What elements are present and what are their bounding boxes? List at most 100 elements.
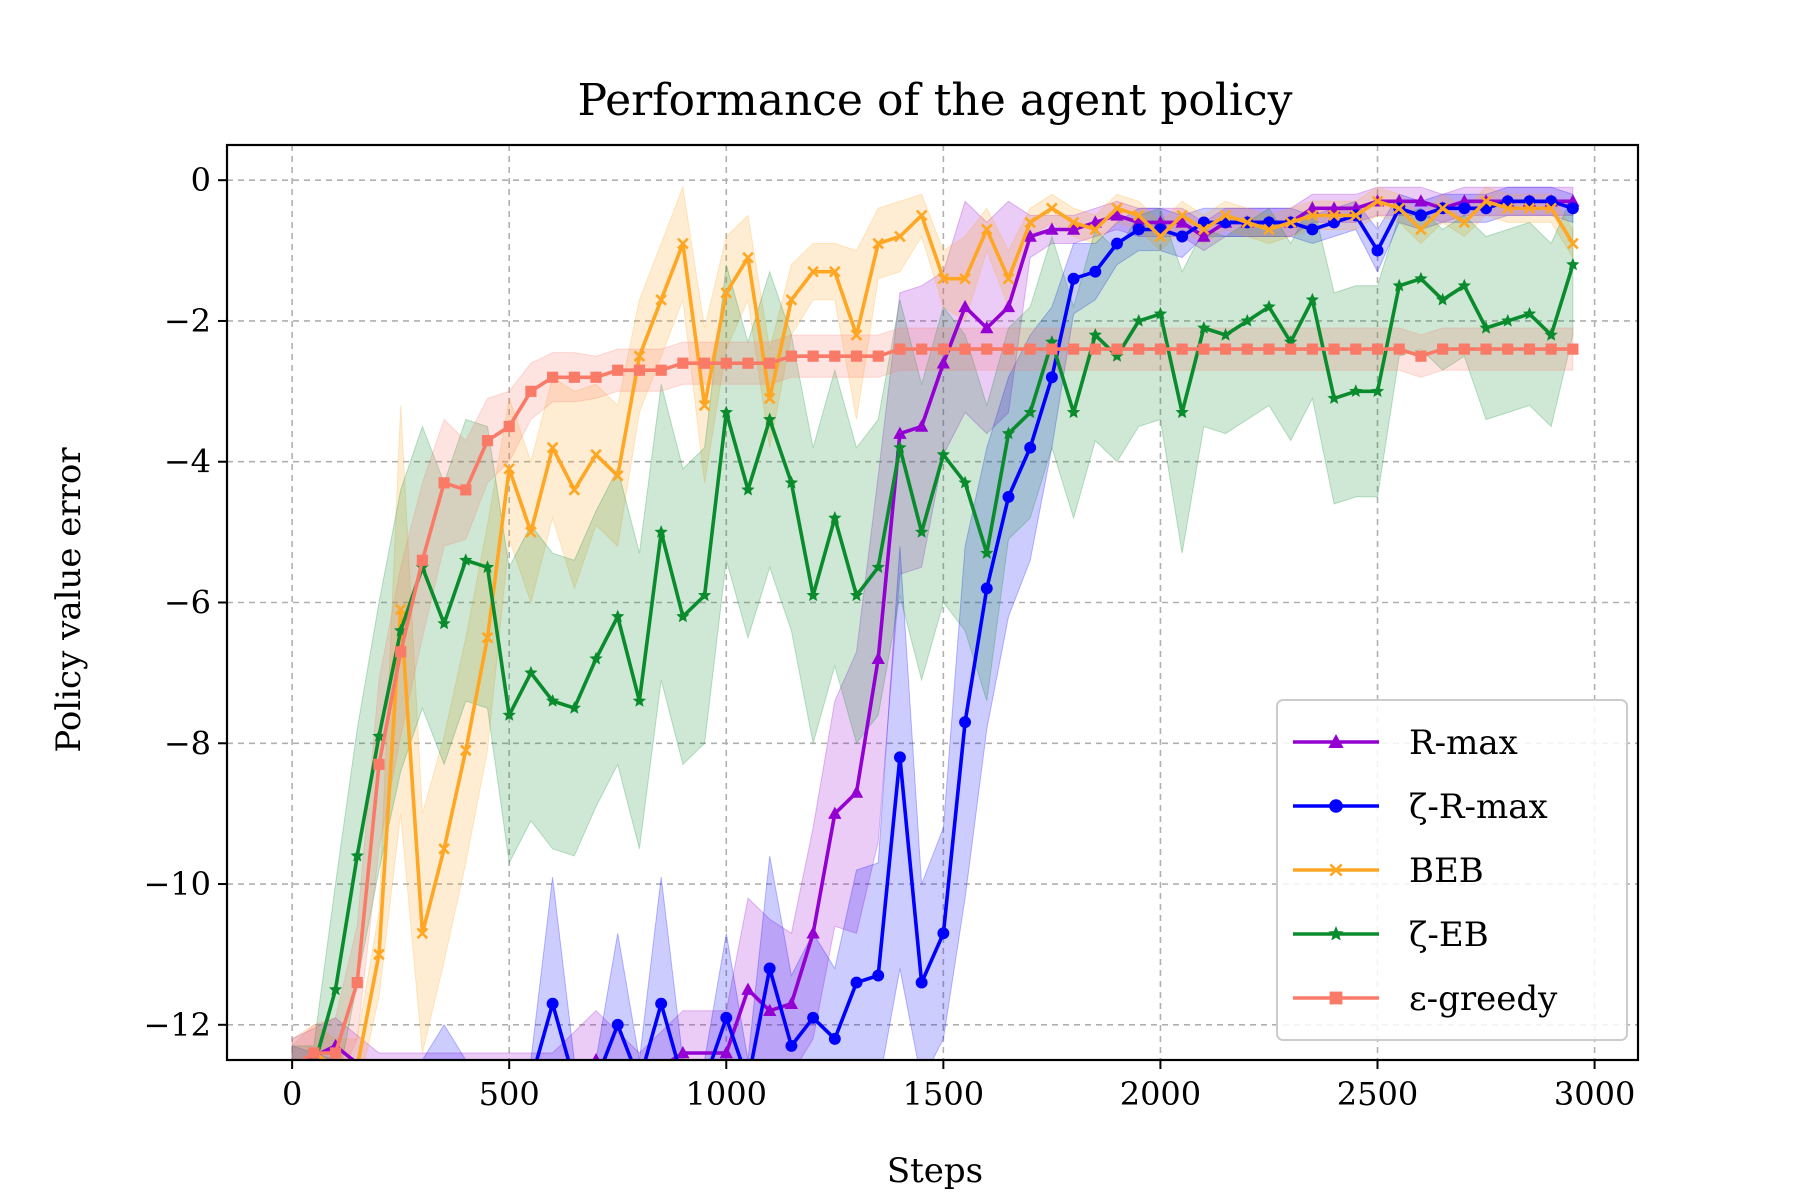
- epsilon-greedy-point: [677, 357, 689, 369]
- epsilon-greedy-point: [1371, 343, 1384, 355]
- epsilon-greedy-point: [1545, 343, 1557, 355]
- zeta-r-max-point: [546, 997, 559, 1010]
- x-axis-label: Steps: [887, 1151, 983, 1191]
- legend-label: ε-greedy: [1409, 979, 1558, 1019]
- zeta-eb-point: [1153, 306, 1168, 320]
- zeta-eb-point: [1197, 321, 1211, 334]
- beb-point: [568, 484, 581, 496]
- beb-point: [1263, 223, 1275, 236]
- r-max-point: [914, 419, 929, 432]
- r-max-point: [1414, 194, 1428, 207]
- zeta-eb-point: [1370, 384, 1385, 397]
- beb-point: [720, 286, 733, 299]
- r-max-point: [719, 1045, 733, 1059]
- beb-point: [1306, 209, 1319, 222]
- epsilon-greedy-point: [568, 371, 580, 383]
- beb-point: [937, 272, 950, 285]
- epsilon-greedy-point: [959, 343, 971, 355]
- r-max-point: [1066, 222, 1081, 235]
- r-max-point: [1110, 208, 1124, 221]
- zeta-eb-point: [1175, 405, 1189, 419]
- zeta-r-max-point: [1176, 230, 1189, 243]
- zeta-eb-point: [632, 694, 647, 707]
- zeta-r-max-point: [1045, 371, 1058, 384]
- y-tick-label: −6: [164, 584, 211, 622]
- legend-marker: [1328, 734, 1344, 748]
- zeta-eb-point: [784, 475, 799, 489]
- r-max-point: [1023, 229, 1037, 242]
- beb-point: [1480, 195, 1492, 208]
- epsilon-greedy-point: [655, 364, 667, 376]
- r-max-point: [806, 926, 820, 939]
- y-tick-label: −4: [164, 443, 211, 481]
- zeta-eb-point: [546, 694, 560, 707]
- legend-entry-zeta-eb: ζ-EB: [1293, 915, 1489, 955]
- zeta-r-max-point: [1566, 202, 1579, 215]
- r-max-point: [1197, 229, 1211, 242]
- beb-point: [677, 237, 689, 250]
- x-tick-label: 3000: [1554, 1075, 1635, 1113]
- epsilon-greedy-point: [329, 1047, 342, 1059]
- zeta-r-max-point: [763, 962, 776, 975]
- epsilon-greedy-point: [1154, 343, 1167, 355]
- legend-entry-beb: BEB: [1293, 851, 1484, 891]
- beb-point: [1241, 216, 1254, 229]
- zeta-eb-point: [849, 588, 864, 602]
- epsilon-greedy-point: [460, 484, 472, 496]
- zeta-eb-point: [958, 475, 972, 489]
- epsilon-greedy-point: [1198, 343, 1210, 355]
- zeta-r-max-point: [1458, 202, 1471, 215]
- epsilon-greedy-point: [395, 646, 407, 658]
- zeta-r-max-point: [937, 927, 950, 940]
- beb-point: [850, 329, 863, 341]
- zeta-eb-point: [1457, 278, 1471, 292]
- epsilon-greedy-point: [698, 357, 711, 369]
- r-max-point: [958, 299, 972, 313]
- beb-point: [633, 350, 646, 362]
- epsilon-greedy-point: [937, 343, 949, 355]
- zeta-eb-point: [1262, 299, 1276, 313]
- epsilon-greedy-point: [1285, 343, 1297, 355]
- zeta-r-max-point: [893, 751, 906, 764]
- epsilon-greedy-point: [590, 371, 602, 383]
- beb-point: [503, 462, 516, 475]
- zeta-eb-point: [936, 447, 950, 461]
- zeta-r-max-point: [1371, 244, 1384, 257]
- x-tick-label: 0: [282, 1075, 302, 1113]
- beb-point: [459, 744, 472, 757]
- beb-point: [525, 526, 537, 538]
- zeta-eb-band: [291, 194, 1574, 1060]
- r-max-point: [592, 1053, 600, 1060]
- r-max-point: [763, 1003, 777, 1016]
- zeta-r-max-point: [807, 1011, 820, 1024]
- beb-point: [416, 927, 429, 940]
- zeta-eb-point: [1088, 328, 1102, 341]
- beb-point: [1349, 209, 1362, 222]
- zeta-r-max-point: [872, 969, 885, 982]
- beb-point: [1154, 230, 1167, 243]
- beb-point: [1132, 209, 1145, 222]
- epsilon-greedy-point: [1219, 343, 1232, 355]
- beb-point: [980, 223, 993, 236]
- epsilon-greedy-point: [1480, 343, 1492, 355]
- beb-point: [1371, 195, 1384, 208]
- legend-box: [1276, 699, 1628, 1041]
- epsilon-greedy-point: [850, 350, 863, 362]
- zeta-r-max-point: [720, 1011, 733, 1024]
- epsilon-greedy-point: [1241, 343, 1253, 355]
- zeta-eb-point: [763, 412, 777, 426]
- r-max-point: [828, 806, 842, 819]
- epsilon-greedy-point: [1458, 343, 1470, 355]
- zeta-r-max-point: [611, 1018, 624, 1031]
- epsilon-greedy-point: [981, 343, 993, 355]
- beb-point: [785, 294, 798, 306]
- zeta-eb-point: [1522, 306, 1537, 320]
- epsilon-greedy-band: [291, 327, 1574, 1060]
- beb-point: [1328, 209, 1340, 222]
- epsilon-greedy-point: [612, 364, 624, 376]
- zeta-r-max-point: [1002, 490, 1015, 503]
- beb-point: [894, 230, 906, 243]
- epsilon-greedy-point: [351, 976, 363, 989]
- zeta-eb-point: [697, 588, 712, 602]
- zeta-eb-point: [1414, 271, 1428, 285]
